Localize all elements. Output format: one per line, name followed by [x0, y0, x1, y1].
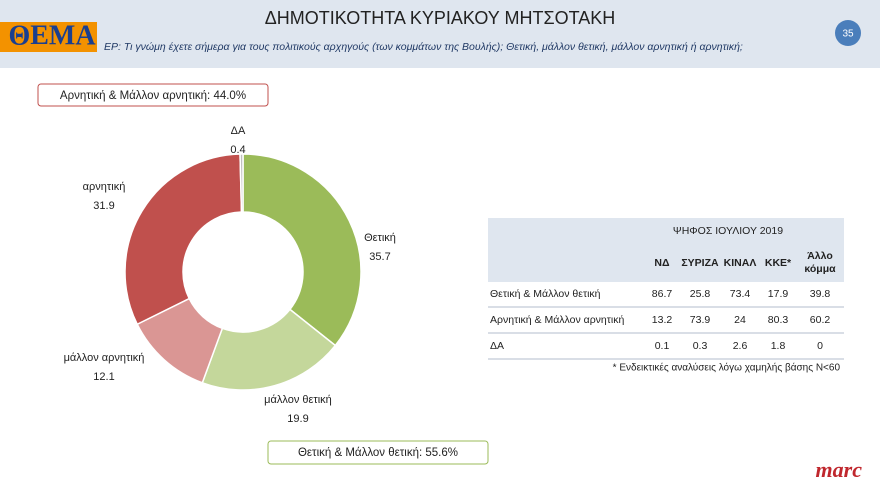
table-title: ΨΗΦΟΣ ΙΟΥΛΙΟΥ 2019: [673, 225, 783, 237]
slice-label: μάλλον αρνητική: [64, 352, 145, 364]
donut-slice: [124, 153, 243, 326]
slice-label: μάλλον θετική: [264, 394, 332, 406]
logo: ΘΕΜΑ: [8, 20, 96, 51]
table-cell: 1.8: [771, 340, 786, 352]
column-header: ΚΚΕ*: [765, 257, 792, 269]
table-cell: 13.2: [652, 314, 673, 326]
summary-label: Θετική & Μάλλον θετική: 55.6%: [298, 447, 458, 459]
summary-box: [267, 440, 489, 465]
summary-label: Αρνητική & Μάλλον αρνητική: 44.0%: [60, 90, 246, 102]
table-cell: 60.2: [810, 314, 831, 326]
header-bar: [0, 0, 880, 68]
donut-slice: [201, 308, 337, 391]
page-number: 35: [842, 29, 854, 40]
column-header: ΝΔ: [654, 257, 670, 269]
table-cell: 2.6: [733, 340, 748, 352]
slice-value: 0.4: [230, 144, 245, 156]
column-header: ΚΙΝΑΛ: [724, 257, 757, 269]
row-label: Θετική & Μάλλον θετική: [490, 288, 601, 300]
row-label: Αρνητική & Μάλλον αρνητική: [490, 314, 625, 326]
slice-value: 19.9: [287, 413, 308, 425]
table-cell: 0.1: [655, 340, 670, 352]
slice-value: 35.7: [369, 251, 390, 263]
donut-slice: [239, 153, 244, 213]
column-header: Άλλο κόμμα: [804, 250, 836, 275]
table-cell: 17.9: [768, 288, 789, 300]
brand: marc: [816, 457, 863, 482]
table-cell: 80.3: [768, 314, 789, 326]
summary-box: [37, 83, 269, 107]
column-header: ΣΥΡΙΖΑ: [681, 257, 719, 269]
slice-label: ΔΑ: [231, 125, 246, 137]
footnote: * Ενδεικτικές αναλύσεις λόγω χαμηλής βάσ…: [613, 362, 841, 374]
table-cell: 25.8: [690, 288, 711, 300]
donut-slice: [242, 153, 362, 347]
table-header-bg: [488, 218, 844, 282]
slice-label: Θετική: [364, 232, 396, 244]
page-badge: [835, 20, 861, 46]
table-cell: 0.3: [693, 340, 708, 352]
slice-label: αρνητική: [83, 181, 126, 193]
slice-value: 31.9: [93, 200, 114, 212]
row-label: ΔΑ: [490, 340, 504, 352]
question: ΕΡ: Τι γνώμη έχετε σήμερα για τους πολιτ…: [104, 41, 743, 53]
title: ΔΗΜΟΤΙΚΟΤΗΤΑ ΚΥΡΙΑΚΟΥ ΜΗΤΣΟΤΑΚΗ: [265, 8, 616, 28]
logo-bg: [0, 22, 97, 52]
slice-value: 12.1: [93, 371, 114, 383]
table-cell: 24: [734, 314, 746, 326]
table-cell: 73.9: [690, 314, 711, 326]
table-cell: 73.4: [730, 288, 751, 300]
table-cell: 86.7: [652, 288, 673, 300]
table-cell: 39.8: [810, 288, 831, 300]
table-cell: 0: [817, 340, 823, 352]
